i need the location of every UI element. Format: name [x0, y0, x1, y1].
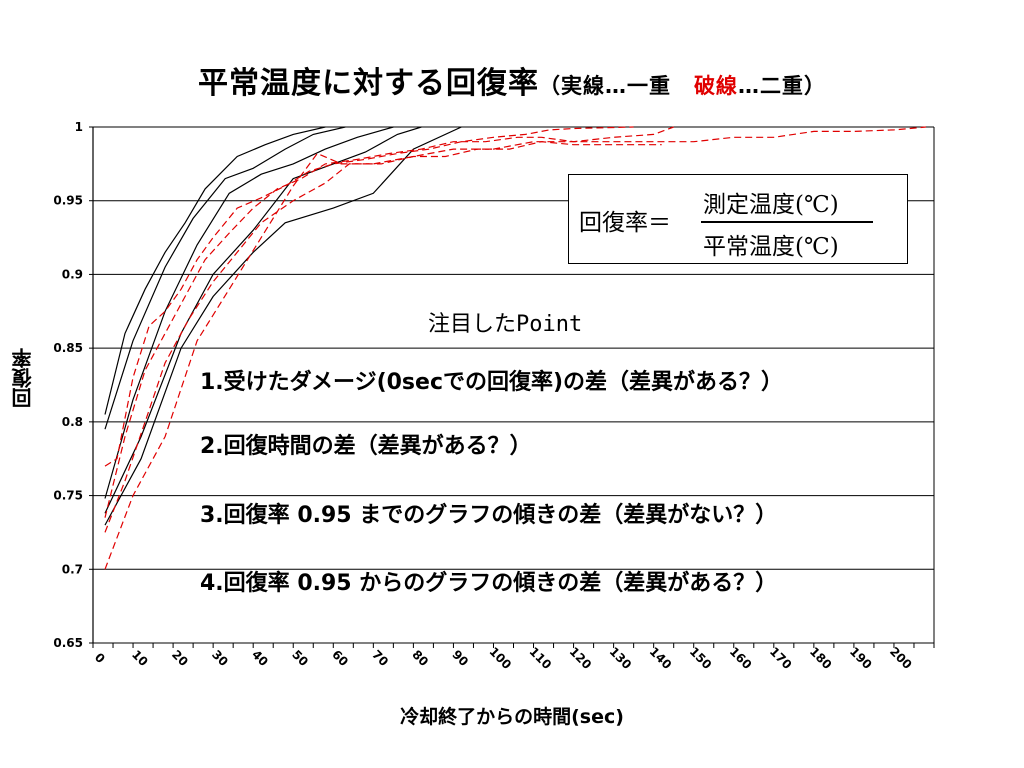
- y-tick-label: 0.7: [62, 562, 83, 576]
- solid-series-line-4: [104, 126, 422, 514]
- title-dashed-desc: …二重: [737, 74, 804, 98]
- y-tick-label: 0.75: [53, 489, 83, 503]
- x-tick-label: 140: [647, 644, 675, 672]
- x-tick-label: 90: [449, 647, 471, 669]
- point-item-1: 1.受けたダメージ(0secでの回復率)の差（差異がある？）: [200, 370, 784, 395]
- x-tick-label: 30: [209, 647, 231, 669]
- y-tick-label: 0.95: [53, 194, 83, 208]
- dashed-series-line-7: [104, 126, 674, 518]
- point-item-3: 3.回復率 0.95 までのグラフの傾きの差（差異がない？）: [200, 503, 778, 528]
- title-paren-close: ）: [803, 74, 826, 98]
- x-tick-label: 100: [486, 644, 514, 672]
- points-heading: 注目したPoint: [428, 312, 583, 337]
- formula-numerator: 測定温度(℃): [703, 192, 839, 218]
- x-tick-label: 150: [687, 644, 715, 672]
- x-tick-label: 80: [409, 647, 431, 669]
- formula-box: 回復率＝ 測定温度(℃) 平常温度(℃): [568, 174, 908, 264]
- x-tick-label: 130: [607, 644, 635, 672]
- point-item-4: 4.回復率 0.95 からのグラフの傾きの差（差異がある？）: [200, 571, 778, 596]
- title-dashed-word: 破線: [693, 74, 738, 98]
- title-paren-open: （: [539, 74, 562, 98]
- series-layer: [104, 126, 927, 570]
- x-tick-label: 0: [92, 650, 108, 666]
- solid-series-line-1: [104, 126, 326, 415]
- dashed-series-line-8: [104, 141, 662, 533]
- dashed-series-line-6: [104, 126, 634, 467]
- title-solid-desc: 実線…一重: [561, 74, 672, 98]
- x-tick-label: 60: [329, 647, 351, 669]
- x-tick-label: 20: [169, 647, 191, 669]
- x-tick-label: 40: [249, 647, 271, 669]
- formula-denominator: 平常温度(℃): [703, 234, 839, 260]
- x-tick-label: 50: [289, 647, 311, 669]
- formula-left: 回復率＝: [579, 210, 671, 236]
- y-tick-label: 0.85: [53, 341, 83, 355]
- solid-series-line-2: [104, 126, 346, 430]
- x-tick-label: 200: [887, 644, 915, 672]
- fraction-bar: [701, 221, 873, 223]
- y-tick-label: 0.8: [62, 415, 83, 429]
- point-item-2: 2.回復時間の差（差異がある？）: [200, 434, 532, 459]
- x-tick-label: 160: [727, 644, 755, 672]
- x-tick-label: 120: [567, 644, 595, 672]
- title-main: 平常温度に対する回復率: [198, 66, 540, 101]
- x-tick-label: 10: [129, 647, 151, 669]
- y-axis-label: 回復率: [11, 348, 35, 408]
- x-tick-label: 110: [527, 644, 555, 672]
- x-tick-label: 170: [767, 644, 795, 672]
- y-tick-label: 0.9: [62, 267, 83, 281]
- dashed-series-line-9: [104, 126, 927, 570]
- slide-title: 平常温度に対する回復率（実線…一重 破線…二重）: [0, 58, 1024, 102]
- x-tick-label: 180: [807, 644, 835, 672]
- y-tick-label: 1: [75, 120, 83, 134]
- x-axis-label: 冷却終了からの時間(sec): [400, 706, 624, 728]
- x-tick-label: 190: [847, 644, 875, 672]
- y-tick-label: 0.65: [53, 636, 83, 650]
- x-tick-label: 70: [369, 647, 391, 669]
- grid-layer: [93, 126, 934, 644]
- solid-series-line-5: [104, 126, 462, 526]
- solid-series-line-3: [104, 126, 394, 499]
